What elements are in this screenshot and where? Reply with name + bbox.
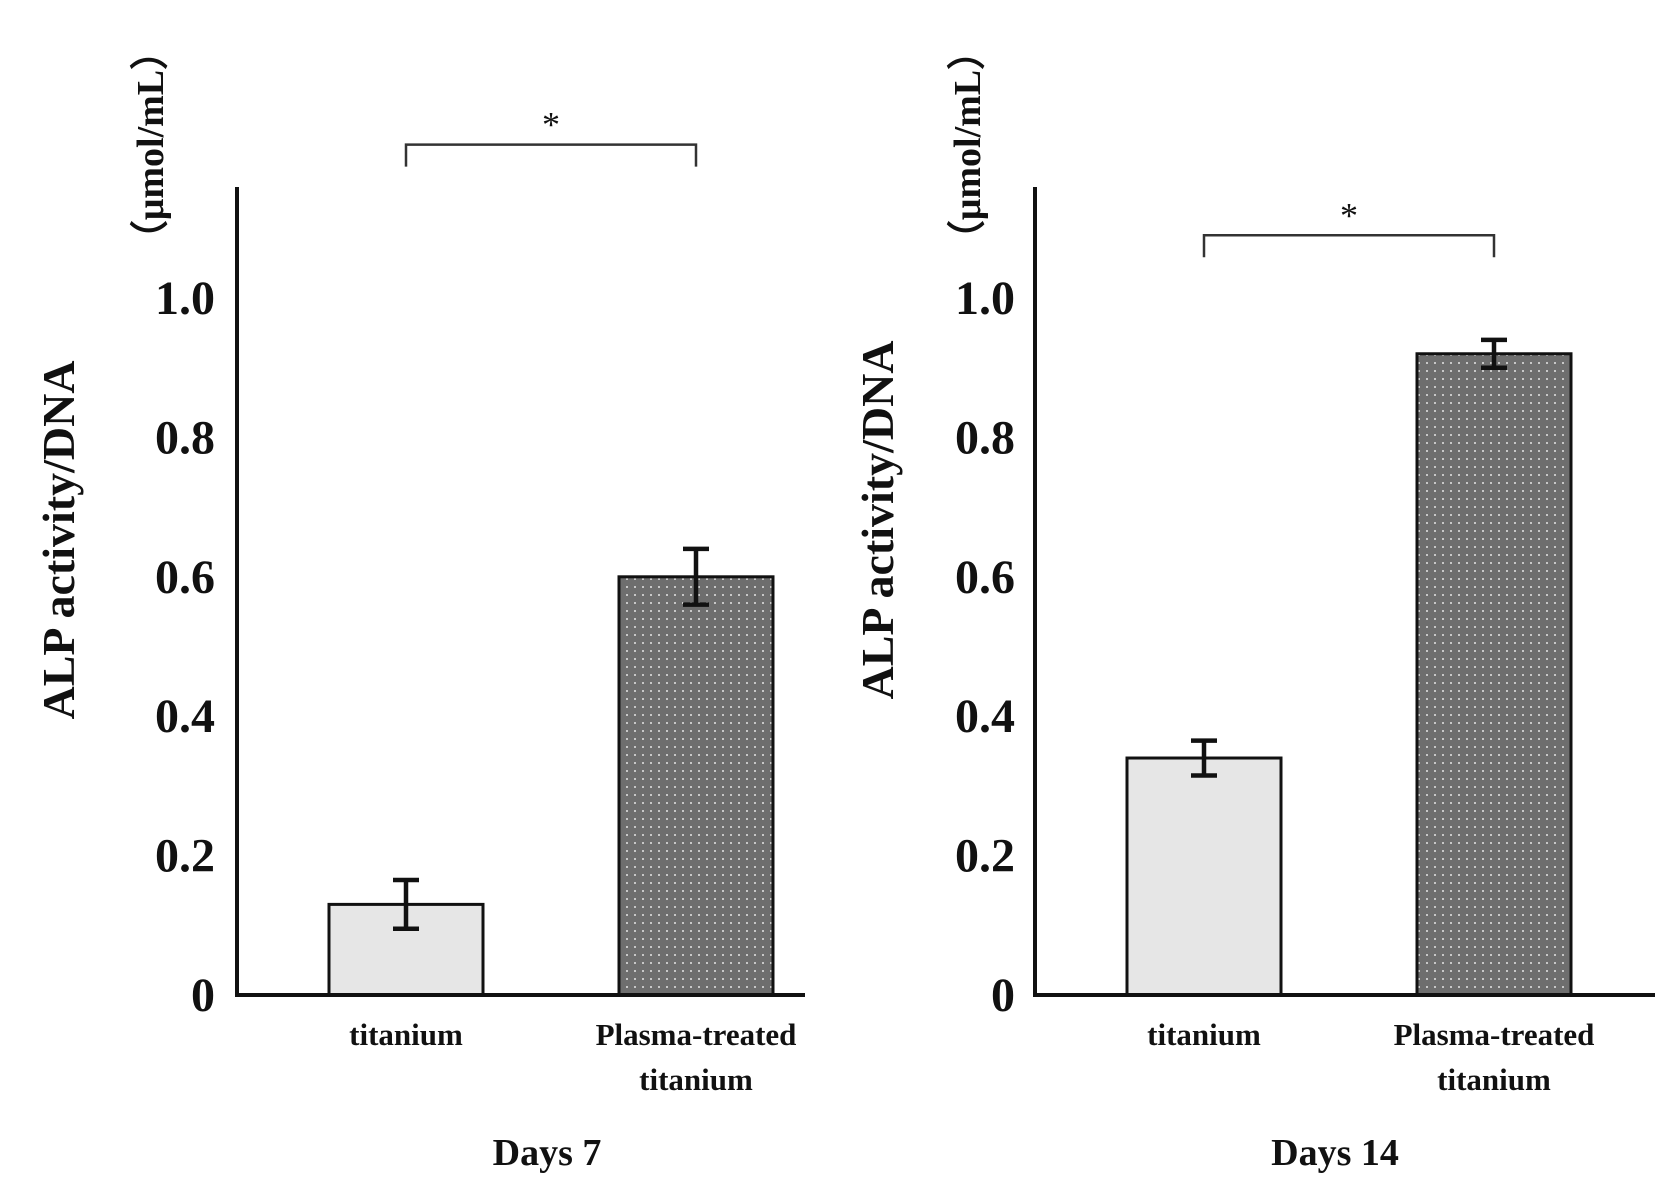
bars [327,575,775,997]
y-axis-title: ALP activity/DNA [33,360,84,719]
category-label: titanium [1437,1062,1551,1097]
chart-days-7: （μmol/mL） ALP activity/DNA 0 0.2 0.4 0.6 0.8… [33,32,805,1174]
y-unit-label: （μmol/mL） [130,32,172,258]
category-label: Plasma-treated [1394,1017,1595,1052]
y-tick-label: 0.6 [955,551,1015,604]
error-bars [393,546,709,932]
significance-marker: * [404,105,698,167]
y-tick-label: 0.4 [155,690,215,743]
significance-bracket [1202,234,1496,258]
category-label: titanium [1147,1017,1261,1052]
category-labels: titanium Plasma-treated titanium [1147,1017,1594,1097]
x-axis-title: Days 14 [1271,1132,1399,1174]
y-tick-label: 0.2 [155,830,215,883]
error-bar [1481,337,1507,370]
y-tick-label: 0.4 [955,690,1015,743]
bar-plasma-treated-titanium [1415,352,1573,997]
category-labels: titanium Plasma-treated titanium [349,1017,796,1097]
error-bar [393,877,419,932]
chart-days-14: （μmol/mL） ALP activity/DNA 0 0.2 0.4 0.6 0.8… [852,32,1655,1174]
y-tick-label: 1.0 [155,272,215,325]
y-tick-label: 0 [991,969,1015,1022]
category-label: titanium [349,1017,463,1052]
error-bar [683,546,709,607]
y-tick-label: 1.0 [955,272,1015,325]
x-axis-title: Days 7 [493,1132,602,1174]
error-bar [1191,738,1217,778]
y-axis-title: ALP activity/DNA [852,340,903,699]
bar-titanium [1125,756,1283,997]
y-tick-label: 0.8 [155,411,215,464]
category-label: titanium [639,1062,753,1097]
y-tick-label: 0.6 [155,551,215,604]
y-tick-labels: 0 0.2 0.4 0.6 0.8 1.0 [955,272,1015,1022]
bar-plasma-treated-titanium [617,575,775,997]
y-unit-label: （μmol/mL） [947,32,989,258]
y-tick-label: 0.2 [955,830,1015,883]
significance-label: * [1340,195,1358,235]
category-label: Plasma-treated [596,1017,797,1052]
significance-bracket [404,143,698,167]
y-tick-label: 0 [191,969,215,1022]
y-tick-label: 0.8 [955,411,1015,464]
significance-label: * [542,105,560,145]
y-tick-labels: 0 0.2 0.4 0.6 0.8 1.0 [155,272,215,1022]
significance-marker: * [1202,195,1496,258]
error-bars [1191,337,1507,778]
bars [1125,352,1573,997]
